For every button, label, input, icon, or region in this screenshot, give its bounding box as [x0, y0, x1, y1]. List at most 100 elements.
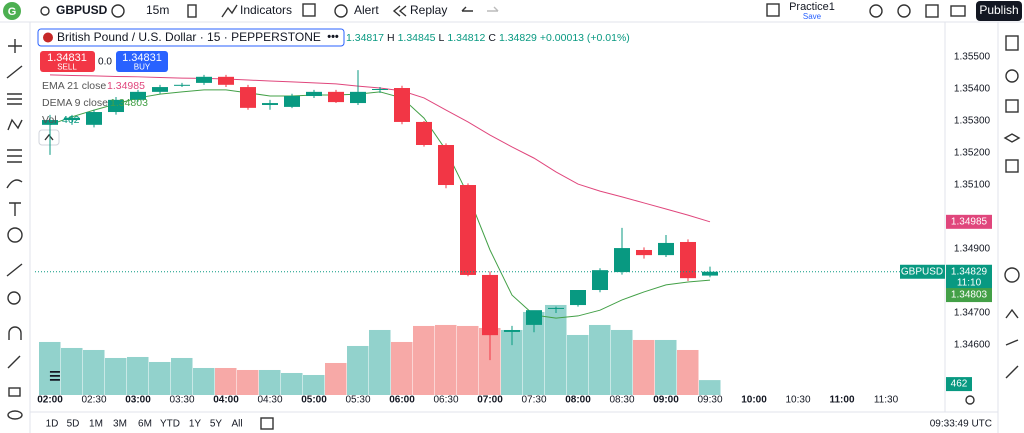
- indicators-icon[interactable]: [221, 4, 238, 18]
- chat-icon[interactable]: [1005, 159, 1019, 173]
- alert-button[interactable]: Alert: [354, 3, 379, 17]
- range-button[interactable]: 5Y: [210, 419, 223, 430]
- candle-body: [482, 274, 498, 336]
- volume-bar: [479, 327, 501, 395]
- candle-body: [152, 87, 168, 92]
- candle-body: [504, 330, 520, 332]
- watchlist-icon[interactable]: [1005, 35, 1019, 51]
- layout-icon[interactable]: [766, 3, 780, 17]
- volume-bar: [369, 329, 391, 395]
- ruler-tool[interactable]: [6, 263, 23, 277]
- volume-bar: [347, 345, 369, 395]
- symbol-tag: [900, 264, 945, 279]
- brush-tool[interactable]: [6, 179, 23, 189]
- y-tick-label: 1.35400: [954, 84, 991, 95]
- volume-bar: [127, 356, 149, 395]
- magnet-tool[interactable]: [8, 326, 22, 340]
- range-button[interactable]: 1D: [46, 419, 59, 430]
- candle-body: [130, 91, 146, 100]
- range-button[interactable]: 6M: [138, 419, 152, 430]
- emoji-tool[interactable]: [7, 227, 23, 243]
- countdown: 11:10: [957, 277, 982, 288]
- range-button[interactable]: 5D: [67, 419, 80, 430]
- flag-icon: [43, 32, 53, 43]
- publish-label: Publish: [979, 3, 1018, 17]
- avatar-letter: G: [8, 6, 17, 18]
- save-label[interactable]: Save: [803, 12, 822, 21]
- candle-body: [416, 121, 432, 145]
- candle-body: [702, 271, 718, 276]
- ohlc-part: 1.34812: [447, 32, 485, 44]
- zoom-tool[interactable]: [7, 291, 21, 305]
- crosshair-tool[interactable]: [8, 39, 22, 53]
- templates-icon[interactable]: [302, 3, 316, 17]
- date-range-icon[interactable]: [260, 417, 274, 430]
- candle-body: [658, 242, 674, 256]
- publish-button[interactable]: [976, 1, 1022, 21]
- avatar[interactable]: [3, 2, 21, 20]
- hide-tool[interactable]: [7, 410, 23, 420]
- ohlc-part: C: [488, 32, 496, 44]
- candle-body: [218, 76, 234, 85]
- redo-icon[interactable]: [487, 6, 499, 12]
- layers-icon[interactable]: [1003, 133, 1021, 143]
- indicator-tag: [946, 214, 992, 229]
- volume-bar: [193, 367, 215, 395]
- fullscreen-icon[interactable]: [925, 4, 939, 18]
- sell-button[interactable]: [40, 51, 95, 72]
- interval[interactable]: 15m: [146, 3, 169, 17]
- replay-icon[interactable]: [392, 5, 407, 17]
- undo-icon[interactable]: [461, 6, 473, 12]
- replay-panel-icon[interactable]: [1005, 365, 1019, 379]
- range-button[interactable]: YTD: [160, 419, 180, 430]
- more-button[interactable]: •••: [327, 31, 339, 43]
- settings-icon[interactable]: [897, 4, 911, 18]
- pine-icon[interactable]: [1005, 308, 1019, 319]
- candle-body: [350, 91, 366, 104]
- price-tag: [946, 264, 992, 289]
- account-name[interactable]: Practice1: [789, 1, 835, 13]
- alert-icon[interactable]: [334, 4, 348, 18]
- x-tick-label: 04:00: [213, 395, 239, 406]
- forecast-tool[interactable]: [7, 149, 22, 163]
- alerts-icon[interactable]: [1005, 69, 1019, 83]
- volume-bar: [171, 357, 193, 395]
- volume-bar: [457, 325, 479, 395]
- pattern-tool[interactable]: [7, 118, 23, 131]
- indicator-value: 1.34803: [110, 97, 148, 109]
- collapse-button[interactable]: [38, 129, 60, 146]
- quick-search-icon[interactable]: [869, 4, 883, 18]
- range-button[interactable]: All: [231, 419, 242, 430]
- candle-body: [174, 84, 190, 86]
- volume-bar: [83, 349, 105, 395]
- search-icon[interactable]: [40, 6, 50, 16]
- buy-button[interactable]: [116, 51, 168, 72]
- range-button[interactable]: 1Y: [189, 419, 202, 430]
- instrument-title: British Pound / U.S. Dollar · 15 · PEPPE…: [57, 30, 321, 44]
- news-icon[interactable]: [1005, 99, 1019, 113]
- compare-icon[interactable]: [111, 4, 125, 18]
- candle-body: [636, 249, 652, 256]
- x-tick-label: 10:00: [741, 395, 767, 406]
- ideas-icon[interactable]: [1005, 339, 1019, 346]
- volume-bar: [413, 325, 435, 395]
- line-tool[interactable]: [6, 65, 23, 79]
- symbol[interactable]: GBPUSD: [56, 3, 108, 17]
- lock-tool[interactable]: [8, 387, 21, 397]
- fib-tool[interactable]: [7, 93, 22, 105]
- text-tool[interactable]: [9, 202, 21, 216]
- trading-icon[interactable]: [1004, 267, 1020, 283]
- lock-draw-tool[interactable]: [7, 355, 21, 369]
- snapshot-icon[interactable]: [950, 5, 966, 17]
- legend-box[interactable]: [37, 28, 345, 47]
- indicators-button[interactable]: Indicators: [240, 3, 292, 17]
- candle-body: [328, 91, 344, 103]
- chart-type-icon[interactable]: [187, 4, 197, 18]
- range-button[interactable]: 1M: [89, 419, 103, 430]
- volume-bar: [39, 341, 61, 395]
- x-tick-label: 03:00: [125, 395, 151, 406]
- range-button[interactable]: 3M: [113, 419, 127, 430]
- replay-button[interactable]: Replay: [410, 3, 447, 17]
